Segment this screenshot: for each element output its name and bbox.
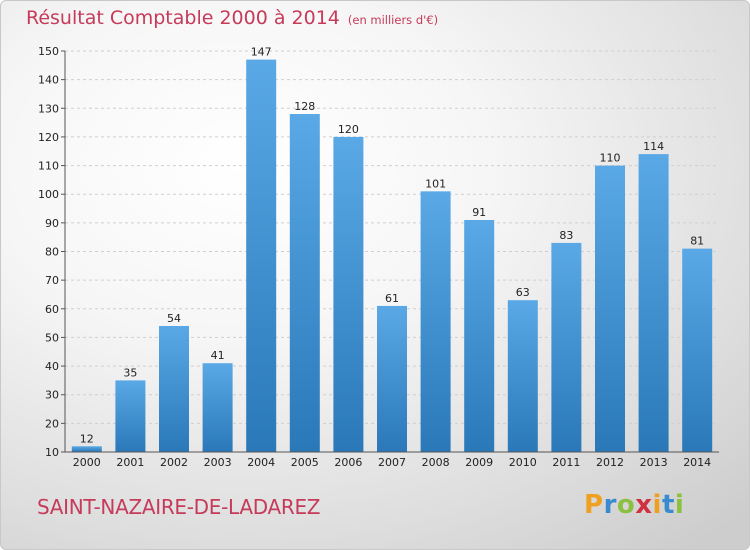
x-tick-label: 2004 — [247, 456, 275, 469]
x-tick-label: 2005 — [291, 456, 319, 469]
bar — [71, 446, 102, 452]
bar — [202, 363, 233, 452]
bar-value-label: 81 — [690, 235, 704, 248]
bar — [377, 305, 407, 452]
bar — [420, 191, 451, 452]
bar — [464, 219, 495, 452]
bar-value-label: 41 — [211, 349, 225, 362]
y-tick-label: 130 — [38, 102, 59, 115]
bar — [246, 59, 277, 452]
bar-value-label: 63 — [516, 286, 530, 299]
bar-value-label: 54 — [167, 312, 181, 325]
logo-letter: x — [635, 490, 653, 520]
x-tick-label: 2003 — [204, 456, 232, 469]
logo-letter: r — [603, 490, 617, 520]
bar — [333, 136, 364, 452]
logo-letter: P — [584, 490, 604, 520]
y-axis: 10 20 30 40 50 60 70 80 90 100 110 120 130 140 150 — [38, 45, 66, 459]
y-tick-label: 100 — [38, 188, 59, 201]
place-name: SAINT-NAZAIRE-DE-LADAREZ — [37, 495, 321, 519]
y-tick-label: 70 — [45, 274, 59, 287]
y-tick-label: 60 — [45, 303, 59, 316]
bar-value-label: 83 — [559, 229, 573, 242]
y-tick-label: 80 — [45, 246, 59, 259]
bar — [638, 154, 669, 452]
bar — [159, 325, 189, 452]
bar-value-label: 12 — [80, 432, 94, 445]
x-tick-label: 2012 — [596, 456, 624, 469]
y-tick-label: 50 — [45, 331, 59, 344]
y-tick-label: 90 — [45, 217, 59, 230]
logo-letter: o — [616, 490, 636, 520]
x-tick-label: 2010 — [509, 456, 537, 469]
y-tick-label: 10 — [45, 446, 59, 459]
bar-value-label: 110 — [600, 152, 621, 165]
y-tick-label: 110 — [38, 160, 59, 173]
y-tick-label: 30 — [45, 389, 59, 402]
y-tick-label: 150 — [38, 45, 59, 58]
logo-letter: i — [674, 490, 685, 520]
chart-subtitle: (en milliers d'€) — [347, 13, 439, 27]
x-tick-label: 2014 — [683, 456, 711, 469]
bar-value-label: 120 — [338, 123, 359, 136]
chart-title: Résultat Comptable 2000 à 2014 — [26, 7, 340, 29]
x-tick-label: 2008 — [422, 456, 450, 469]
bar-value-label: 35 — [123, 366, 137, 379]
y-tick-label: 40 — [45, 360, 59, 373]
bar — [507, 300, 538, 452]
x-axis: 2000 2001 2002 2003 2004 2005 2006 2007 2008 2009… — [65, 451, 719, 469]
bar — [289, 114, 320, 452]
x-tick-label: 2011 — [552, 456, 580, 469]
y-tick-label: 120 — [38, 131, 59, 144]
x-tick-label: 2013 — [640, 456, 668, 469]
x-tick-label: 2007 — [378, 456, 406, 469]
x-tick-label: 2006 — [334, 456, 362, 469]
bar-value-label: 114 — [643, 140, 664, 153]
x-tick-label: 2001 — [116, 456, 144, 469]
x-tick-label: 2009 — [465, 456, 493, 469]
logo-letter: i — [652, 490, 662, 520]
bar-value-label: 128 — [294, 100, 315, 113]
bar — [551, 242, 582, 452]
y-tick-label: 20 — [45, 417, 59, 430]
bar-value-label: 147 — [251, 46, 272, 59]
bar-value-label: 91 — [472, 206, 486, 219]
x-tick-label: 2000 — [73, 456, 101, 469]
bar — [682, 248, 713, 452]
bars: 12 35 54 41 147 128 120 61 101 91 63 83 110 114 81 — [71, 46, 713, 453]
proxiti-logo: Proxiti — [584, 490, 684, 520]
x-tick-label: 2002 — [160, 456, 188, 469]
chart-title-row: Résultat Comptable 2000 à 2014 (en millie… — [26, 7, 438, 29]
y-tick-label: 140 — [38, 74, 59, 87]
bar-value-label: 61 — [385, 292, 399, 305]
bar — [115, 380, 146, 452]
logo-letter: t — [661, 490, 675, 520]
bar-value-label: 101 — [425, 177, 446, 190]
bar — [595, 165, 625, 453]
